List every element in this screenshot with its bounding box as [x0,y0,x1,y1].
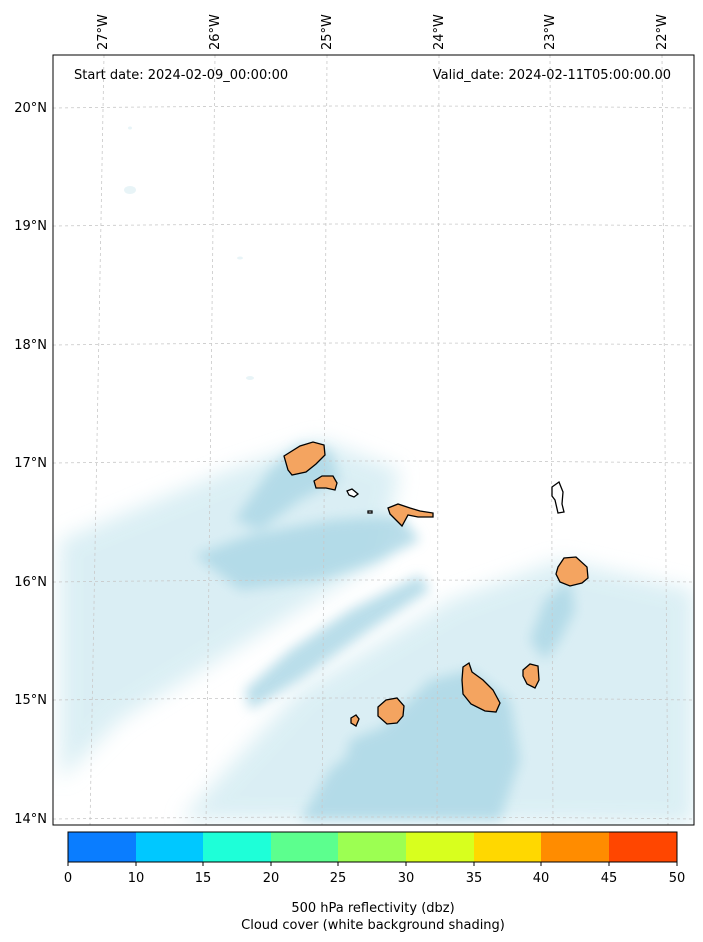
colorbar-tick-label: 10 [128,871,145,886]
lat-label: 15°N [14,693,47,708]
colorbar-tick-label: 25 [330,871,347,886]
lat-label: 19°N [14,219,47,234]
island-sal [551,480,565,514]
colorbar-tick-label: 45 [601,871,618,886]
colorbar-tick-label: 20 [263,871,280,886]
island-sao-nicolau [387,503,434,528]
lat-label: 18°N [14,338,47,353]
island-sao-vicente [313,475,338,491]
colorbar-frame [67,831,678,863]
start-date-label: Start date: 2024-02-09_00:00:00 [74,68,288,83]
graticule [53,55,694,825]
colorbar-segment [541,832,609,862]
colorbar-segment [474,832,541,862]
lon-label: 22°W [655,14,670,50]
valid-date-label: Valid_date: 2024-02-11T05:00:00.00 [433,68,671,83]
colorbar-segment [203,832,271,862]
lon-label: 27°W [96,14,111,50]
colorbar-segment [68,832,136,862]
lat-label: 20°N [14,101,47,116]
lon-label: 23°W [543,14,558,50]
island-maio [522,663,540,689]
colorbar-tick-label: 40 [533,871,550,886]
island-raso [367,510,373,514]
map-frame [52,54,695,826]
island-brava [350,714,360,727]
lon-label: 24°W [432,14,447,50]
island-santa-luzia [346,488,360,498]
colorbar-tick-label: 30 [398,871,415,886]
island-santo-antao [283,441,326,476]
lon-label: 26°W [208,14,223,50]
lat-label: 17°N [14,456,47,471]
colorbar-segment [338,832,406,862]
colorbar-title: 500 hPa reflectivity (dbz) [291,901,454,916]
colorbar-tick-label: 35 [466,871,483,886]
lat-label: 16°N [14,575,47,590]
islands-layer [283,441,589,727]
latitude-labels: 20°N 19°N 18°N 17°N 16°N 15°N 14°N [14,101,47,827]
longitude-labels: 27°W 26°W 25°W 24°W 23°W 22°W [96,14,670,50]
colorbar-tick-label: 50 [669,871,686,886]
island-fogo [377,697,405,725]
island-santiago [461,661,501,713]
colorbar-tick-label: 15 [195,871,212,886]
colorbar-segment [271,832,338,862]
lat-label: 14°N [14,812,47,827]
colorbar-segment [406,832,474,862]
lon-label: 25°W [320,14,335,50]
colorbar-segment [136,832,203,862]
colorbar-subtitle: Cloud cover (white background shading) [241,918,505,933]
colorbar-segment [609,832,677,862]
island-boa-vista [555,556,589,587]
colorbar: 0 10 15 20 25 30 35 40 45 50 500 hPa ref… [64,831,686,933]
colorbar-tick-label: 0 [64,871,72,886]
